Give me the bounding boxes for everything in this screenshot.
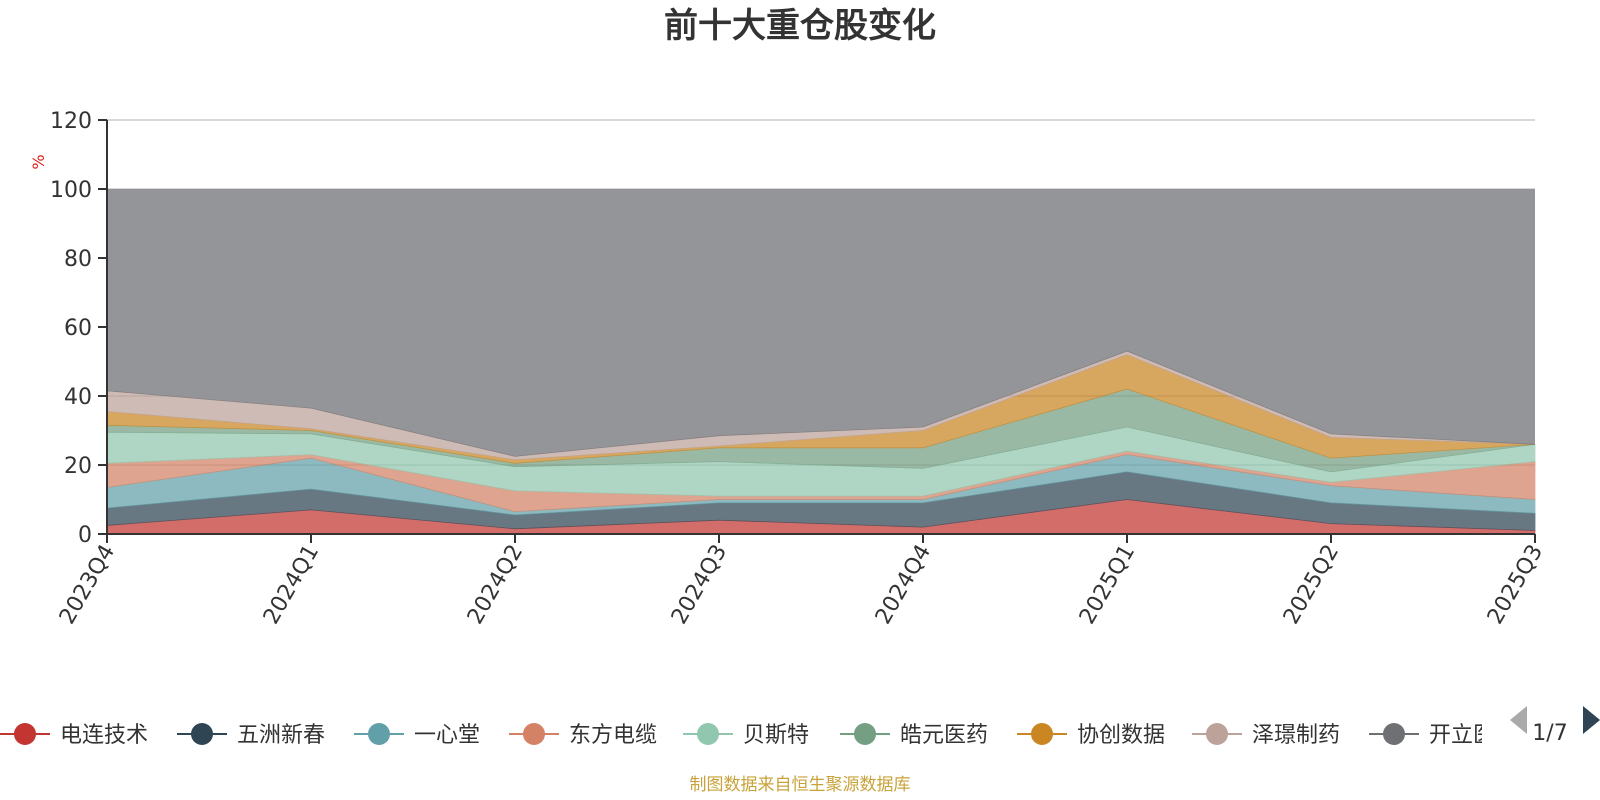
y-tick-label-40: 40 <box>64 385 92 410</box>
legend-marker-icon <box>854 723 876 745</box>
chart-title: 前十大重仓股变化 <box>664 6 936 46</box>
legend-label: 电连技术 <box>60 723 148 748</box>
stacked-areas <box>106 189 1536 535</box>
legend-item-2[interactable]: 五洲新春 <box>177 723 325 748</box>
legend-item-1[interactable]: 电连技术 <box>0 723 148 748</box>
x-tick-label-2024Q4: 2024Q4 <box>871 541 936 629</box>
legend-next-page-icon[interactable] <box>1583 706 1600 734</box>
legend-marker-icon <box>697 723 719 745</box>
legend-marker-icon <box>1031 723 1053 745</box>
legend-label: 开立医疗 <box>1429 723 1517 748</box>
legend-marker-icon <box>368 723 390 745</box>
legend-item-4[interactable]: 东方电缆 <box>509 723 657 748</box>
y-axis-unit-label: % <box>29 154 48 169</box>
legend-item-9[interactable]: 开立医疗 <box>1369 723 1517 748</box>
x-tick-label-2024Q1: 2024Q1 <box>259 541 324 629</box>
x-tick-label-2023Q4: 2023Q4 <box>55 541 120 629</box>
legend-marker-icon <box>191 723 213 745</box>
legend: 电连技术 五洲新春 一心堂 东方电缆 贝斯特 皓元医药 协创数据 泽璟制药 开立医疗 <box>0 723 1517 748</box>
x-tick-label-2025Q1: 2025Q1 <box>1075 541 1140 629</box>
y-tick-label-0: 0 <box>78 523 92 548</box>
data-source-note: 制图数据来自恒生聚源数据库 <box>690 775 911 795</box>
y-tick-label-120: 120 <box>50 109 92 134</box>
x-tick-label-2025Q3: 2025Q3 <box>1483 541 1548 629</box>
y-tick-label-60: 60 <box>64 316 92 341</box>
legend-item-6[interactable]: 皓元医药 <box>840 723 988 748</box>
legend-marker-icon <box>523 723 545 745</box>
legend-label: 东方电缆 <box>569 723 657 748</box>
legend-marker-icon <box>14 723 36 745</box>
legend-label: 协创数据 <box>1077 723 1165 748</box>
legend-label: 皓元医药 <box>900 723 988 748</box>
legend-item-5[interactable]: 贝斯特 <box>683 723 809 748</box>
area-9 <box>106 350 1536 457</box>
y-tick-label-100: 100 <box>50 178 92 203</box>
legend-item-3[interactable]: 一心堂 <box>354 723 480 748</box>
legend-label: 贝斯特 <box>743 723 809 748</box>
legend-marker-icon <box>1383 723 1405 745</box>
legend-pager: 1/7 <box>1510 706 1600 746</box>
legend-marker-icon <box>1206 723 1228 745</box>
y-tick-label-80: 80 <box>64 247 92 272</box>
x-tick-label-2024Q3: 2024Q3 <box>667 541 732 629</box>
legend-label: 一心堂 <box>414 723 480 748</box>
legend-item-8[interactable]: 泽璟制药 <box>1192 723 1340 748</box>
area-others <box>107 189 1535 457</box>
legend-page-indicator: 1/7 <box>1532 721 1567 746</box>
x-tick-label-2025Q2: 2025Q2 <box>1279 541 1344 629</box>
legend-prev-page-icon[interactable] <box>1510 706 1527 734</box>
legend-item-7[interactable]: 协创数据 <box>1017 723 1165 748</box>
legend-label: 五洲新春 <box>237 723 325 748</box>
x-tick-label-2024Q2: 2024Q2 <box>463 541 528 629</box>
legend-label: 泽璟制药 <box>1252 723 1340 748</box>
y-tick-label-20: 20 <box>64 454 92 479</box>
